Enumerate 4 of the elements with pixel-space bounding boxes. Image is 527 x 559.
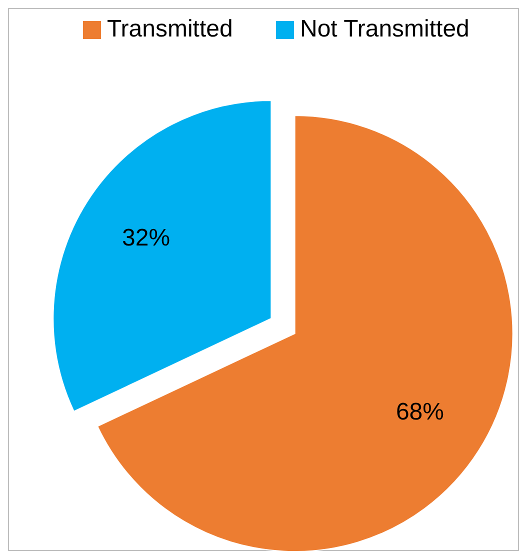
legend-label: Transmitted xyxy=(107,15,233,42)
data-label: 68% xyxy=(396,398,444,426)
data-label: 32% xyxy=(122,224,170,252)
legend-label: Not Transmitted xyxy=(300,15,470,42)
